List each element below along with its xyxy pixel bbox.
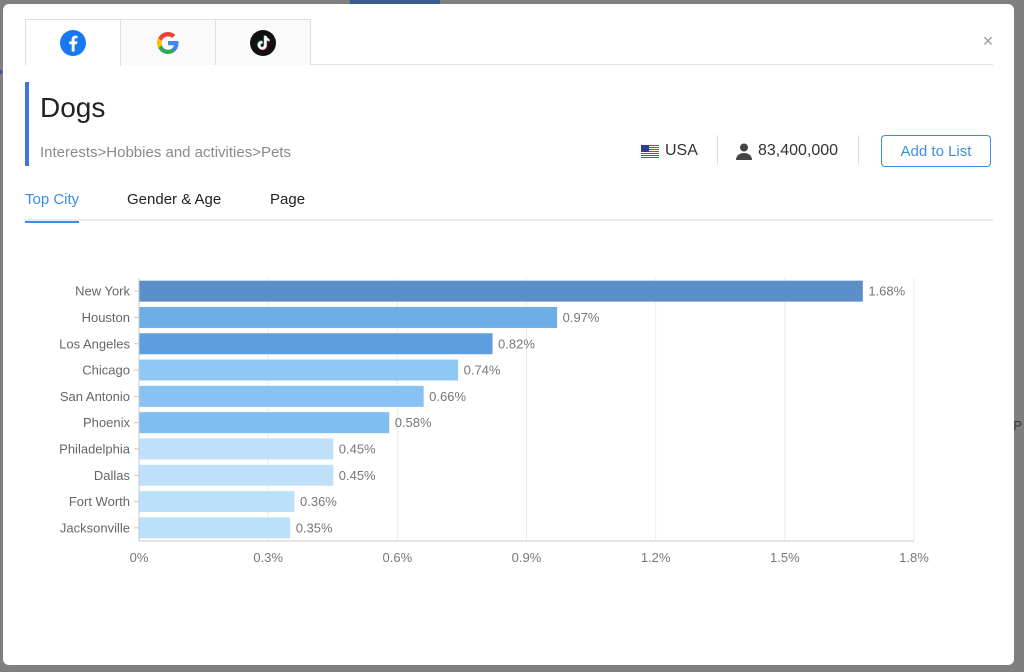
chart-bar bbox=[139, 359, 459, 381]
chart-category-label: Fort Worth bbox=[69, 494, 130, 509]
country-indicator: USA bbox=[641, 135, 698, 167]
chart-bar bbox=[139, 438, 334, 460]
chart-value-label: 0.36% bbox=[300, 494, 337, 509]
chart-category-label: San Antonio bbox=[60, 389, 130, 404]
chart-value-label: 0.66% bbox=[429, 389, 466, 404]
tiktok-tab[interactable] bbox=[215, 19, 311, 65]
divider bbox=[858, 135, 859, 165]
background-edge-letter: P bbox=[1013, 418, 1022, 433]
chart-x-tick-label: 1.8% bbox=[899, 550, 929, 565]
chart-value-label: 0.58% bbox=[395, 415, 432, 430]
chart-bar bbox=[139, 412, 390, 434]
chart-category-label: Dallas bbox=[94, 468, 131, 483]
breadcrumb: Interests>Hobbies and activities>Pets bbox=[40, 144, 291, 161]
chart-bar bbox=[139, 464, 334, 486]
platform-tabs bbox=[25, 19, 993, 66]
chart-bar bbox=[139, 306, 558, 328]
person-icon bbox=[736, 143, 752, 160]
tab-top-city[interactable]: Top City bbox=[25, 191, 80, 223]
facebook-icon bbox=[60, 30, 86, 56]
chart-bar bbox=[139, 333, 493, 355]
chart-x-tick-label: 0.6% bbox=[383, 550, 413, 565]
chart-value-label: 0.74% bbox=[464, 363, 501, 378]
chart-x-tick-label: 0.9% bbox=[512, 550, 542, 565]
chart-value-label: 0.45% bbox=[339, 441, 376, 456]
us-flag-icon bbox=[641, 144, 659, 158]
facebook-tab[interactable] bbox=[25, 19, 121, 66]
audience-count: 83,400,000 bbox=[758, 142, 839, 159]
country-label: USA bbox=[665, 142, 698, 159]
chart-category-label: Jacksonville bbox=[60, 520, 130, 535]
chart-value-label: 0.82% bbox=[498, 336, 535, 351]
audience-size: 83,400,000 bbox=[736, 135, 838, 167]
background-search-button bbox=[350, 0, 440, 4]
page-title: Dogs bbox=[40, 92, 106, 123]
chart-x-tick-label: 1.5% bbox=[770, 550, 800, 565]
tab-gender-age[interactable]: Gender & Age bbox=[127, 191, 222, 208]
chart-value-label: 0.35% bbox=[296, 520, 333, 535]
detail-tabs: Top City Gender & Age Page bbox=[25, 191, 993, 223]
chart-bar bbox=[139, 385, 424, 407]
background-edge-mark bbox=[0, 70, 2, 74]
tab-page[interactable]: Page bbox=[270, 191, 306, 208]
chart-value-label: 0.45% bbox=[339, 468, 376, 483]
title-accent-bar bbox=[25, 82, 29, 166]
tiktok-icon bbox=[250, 29, 276, 56]
chart-x-tick-label: 1.2% bbox=[641, 550, 671, 565]
chart-x-tick-label: 0% bbox=[130, 550, 149, 565]
chart-category-label: Los Angeles bbox=[59, 336, 130, 351]
audience-detail-modal: × Dogs Interests>Hobbies and activities>… bbox=[3, 4, 1014, 665]
divider bbox=[717, 135, 718, 165]
chart-value-label: 0.97% bbox=[563, 310, 600, 325]
chart-bar bbox=[139, 517, 291, 539]
close-icon[interactable]: × bbox=[982, 31, 994, 51]
chart-bar bbox=[139, 280, 863, 302]
chart-x-tick-label: 0.3% bbox=[253, 550, 283, 565]
chart-category-label: New York bbox=[75, 284, 130, 299]
chart-value-label: 1.68% bbox=[868, 284, 905, 299]
chart-bar bbox=[139, 491, 295, 513]
chart-category-label: Philadelphia bbox=[59, 441, 131, 456]
google-icon bbox=[157, 31, 179, 54]
add-to-list-button[interactable]: Add to List bbox=[881, 135, 991, 167]
chart-category-label: Phoenix bbox=[83, 415, 130, 430]
chart-category-label: Houston bbox=[82, 310, 130, 325]
chart-category-label: Chicago bbox=[82, 363, 130, 378]
